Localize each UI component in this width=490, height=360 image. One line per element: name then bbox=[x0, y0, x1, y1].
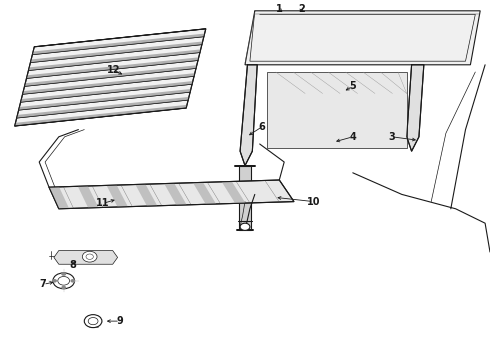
Polygon shape bbox=[30, 41, 203, 63]
Polygon shape bbox=[221, 181, 245, 203]
Text: 3: 3 bbox=[389, 132, 395, 142]
Polygon shape bbox=[26, 57, 199, 78]
Polygon shape bbox=[49, 187, 69, 209]
Polygon shape bbox=[240, 65, 257, 166]
Text: 6: 6 bbox=[259, 122, 266, 132]
Polygon shape bbox=[267, 72, 407, 148]
Text: 11: 11 bbox=[96, 198, 110, 208]
Text: 10: 10 bbox=[307, 197, 320, 207]
Text: 2: 2 bbox=[298, 4, 305, 14]
Polygon shape bbox=[21, 81, 193, 102]
Polygon shape bbox=[28, 49, 201, 71]
Circle shape bbox=[58, 276, 70, 285]
Polygon shape bbox=[23, 73, 195, 94]
Polygon shape bbox=[107, 185, 128, 207]
Circle shape bbox=[84, 315, 102, 328]
Polygon shape bbox=[17, 97, 189, 118]
Polygon shape bbox=[32, 33, 205, 55]
Circle shape bbox=[52, 279, 57, 283]
Polygon shape bbox=[78, 186, 98, 208]
Circle shape bbox=[86, 254, 93, 259]
Polygon shape bbox=[193, 183, 216, 204]
Circle shape bbox=[82, 251, 97, 262]
Text: 5: 5 bbox=[349, 81, 356, 91]
Polygon shape bbox=[15, 29, 206, 126]
Polygon shape bbox=[19, 89, 191, 110]
Circle shape bbox=[53, 273, 74, 289]
Polygon shape bbox=[164, 183, 187, 205]
Polygon shape bbox=[24, 65, 197, 86]
Circle shape bbox=[88, 318, 98, 325]
Polygon shape bbox=[245, 11, 480, 65]
Polygon shape bbox=[54, 251, 118, 264]
Circle shape bbox=[61, 286, 66, 289]
Polygon shape bbox=[135, 184, 157, 206]
Polygon shape bbox=[239, 166, 251, 230]
Text: 12: 12 bbox=[107, 65, 121, 75]
Text: 4: 4 bbox=[349, 132, 356, 142]
Polygon shape bbox=[407, 65, 424, 151]
Text: 9: 9 bbox=[117, 316, 123, 326]
Polygon shape bbox=[15, 105, 187, 126]
Text: 8: 8 bbox=[69, 260, 76, 270]
Text: 7: 7 bbox=[40, 279, 47, 289]
Circle shape bbox=[240, 223, 250, 230]
Polygon shape bbox=[49, 180, 294, 209]
Circle shape bbox=[71, 279, 75, 283]
Circle shape bbox=[61, 272, 66, 276]
Text: 1: 1 bbox=[276, 4, 283, 14]
